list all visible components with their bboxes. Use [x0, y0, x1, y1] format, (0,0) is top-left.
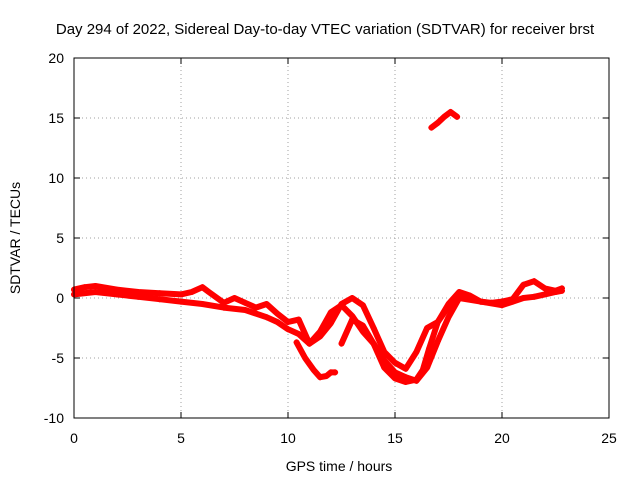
data-point [242, 299, 249, 306]
data-point [92, 289, 99, 295]
data-point [178, 298, 184, 305]
data-point [434, 338, 441, 345]
data-point [92, 283, 99, 289]
data-point [558, 287, 565, 294]
data-point [419, 367, 426, 373]
data-point [317, 328, 324, 335]
data-point [188, 289, 195, 295]
data-point [434, 119, 441, 126]
data-point [178, 291, 184, 298]
y-axis-label: SDTVAR / TECUs [7, 182, 23, 294]
data-point [424, 325, 431, 331]
data-point [520, 295, 527, 301]
data-point [541, 291, 548, 298]
data-point [381, 364, 388, 371]
data-point [263, 314, 270, 321]
data-point [445, 303, 452, 310]
data-point [359, 302, 366, 309]
data-point [541, 285, 548, 292]
data-point [349, 316, 356, 323]
data-point [520, 281, 527, 288]
data-point [338, 340, 345, 347]
data-point [231, 295, 238, 301]
data-point [113, 291, 120, 298]
data-point [327, 320, 334, 327]
data-point [509, 298, 516, 305]
data-point [531, 278, 538, 285]
data-point [349, 295, 356, 301]
data-point [413, 376, 420, 383]
data-point [156, 296, 163, 303]
data-point [263, 301, 270, 307]
data-point [156, 290, 163, 297]
y-tick-label: -5 [52, 350, 65, 366]
data-point [199, 284, 206, 291]
data-point [205, 289, 212, 295]
x-axis-label: GPS time / hours [286, 458, 393, 474]
data-point [441, 113, 448, 120]
data-point [274, 310, 281, 317]
data-point [456, 291, 463, 298]
data-point [392, 359, 398, 366]
x-tick-label: 0 [70, 430, 78, 446]
data-point [81, 284, 88, 291]
data-point [285, 326, 291, 333]
data-point [552, 289, 559, 295]
data-point [242, 307, 249, 313]
data-point [135, 293, 142, 300]
series-line-track-1 [71, 278, 565, 372]
data-point [402, 365, 409, 372]
data-point [447, 109, 454, 115]
data-point [392, 375, 398, 382]
data-point [445, 314, 452, 321]
data-point [306, 340, 313, 347]
tick-labels: 0 5 10 15 20 25 -10 -5 0 5 10 15 20 [44, 50, 617, 446]
data-point [338, 302, 345, 309]
data-series [71, 109, 565, 385]
y-tick-label: 10 [48, 170, 64, 186]
series-line-track-2 [71, 287, 565, 384]
plot-frame [73, 57, 610, 419]
y-tick-label: 5 [56, 230, 64, 246]
data-point [332, 369, 339, 376]
data-point [252, 304, 259, 311]
data-point [454, 113, 461, 120]
x-tick-label: 10 [280, 430, 296, 446]
data-point [370, 340, 377, 347]
data-point [499, 302, 505, 309]
data-point [295, 316, 302, 323]
data-point [531, 293, 538, 300]
data-point [428, 124, 435, 131]
data-point [413, 349, 420, 355]
x-tick-label: 15 [387, 430, 403, 446]
data-point [323, 373, 330, 379]
y-tick-label: 15 [48, 110, 64, 126]
chart-title: Day 294 of 2022, Sidereal Day-to-day VTE… [56, 21, 595, 38]
grid [74, 58, 609, 418]
data-point [295, 331, 302, 337]
data-point [327, 309, 334, 316]
data-point [302, 355, 309, 361]
data-point [359, 322, 366, 329]
data-point [477, 298, 484, 305]
data-point [310, 367, 317, 373]
x-tick-label: 5 [177, 430, 185, 446]
data-point [293, 339, 300, 346]
data-point [402, 379, 409, 385]
data-point [220, 304, 227, 311]
data-point [426, 345, 433, 352]
x-tick-label: 25 [601, 430, 617, 446]
data-point [317, 374, 324, 381]
y-tick-label: -10 [44, 410, 64, 426]
data-point [434, 319, 441, 325]
y-tick-label: 0 [56, 290, 64, 306]
data-point [199, 301, 206, 307]
data-point [285, 319, 291, 325]
data-point [274, 319, 281, 325]
x-tick-label: 20 [494, 430, 510, 446]
y-tick-label: 20 [48, 50, 64, 66]
data-point [370, 325, 377, 331]
